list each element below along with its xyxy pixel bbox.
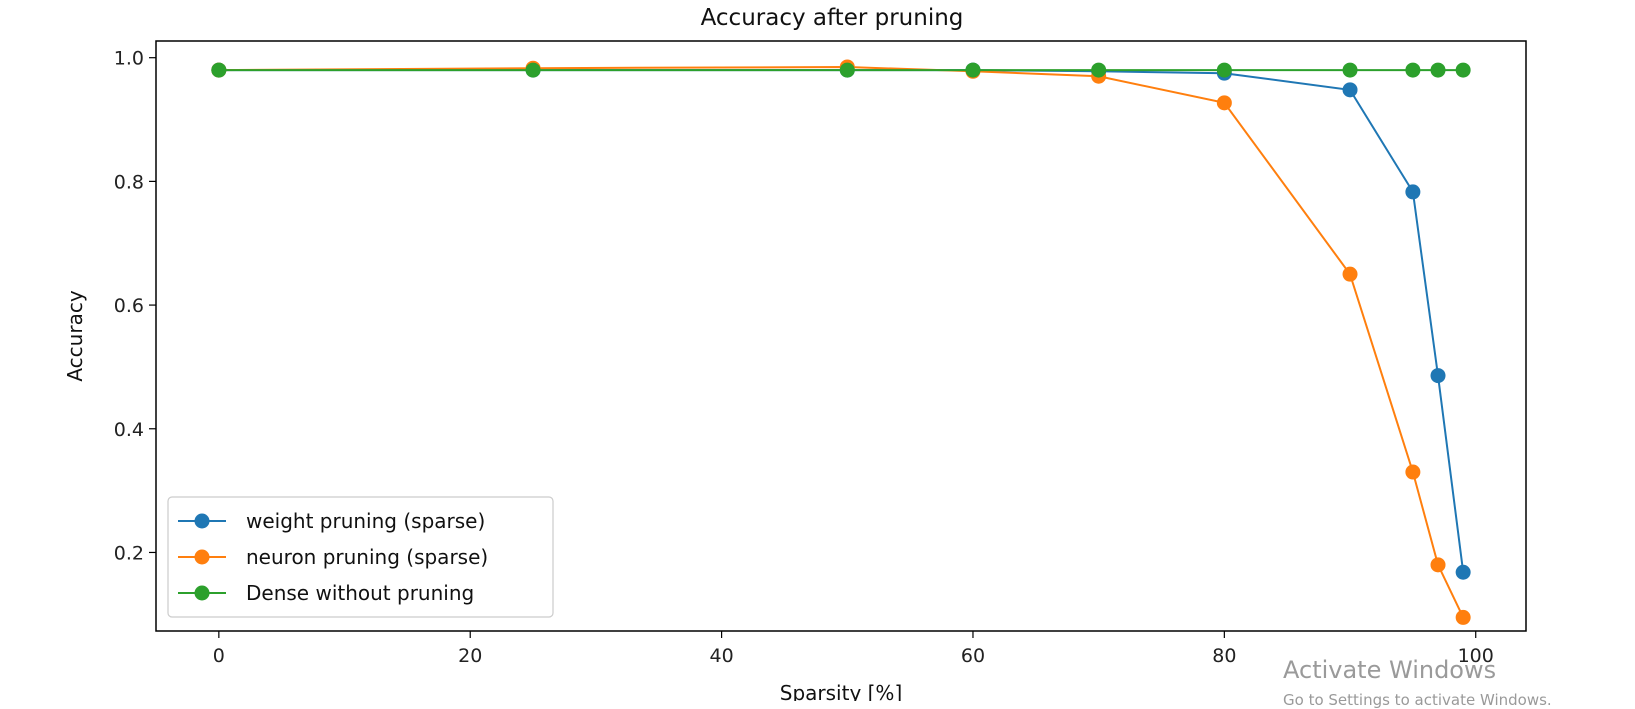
x-tick-label: 0 (213, 645, 225, 667)
x-tick-label: 80 (1212, 645, 1236, 667)
y-tick-label: 0.8 (114, 171, 144, 193)
data-point (1091, 62, 1107, 78)
x-tick-label: 20 (458, 645, 482, 667)
legend-marker (194, 549, 210, 565)
y-tick-label: 0.4 (114, 419, 144, 441)
y-tick-label: 1.0 (114, 48, 144, 70)
y-tick-label: 0.2 (114, 542, 144, 564)
data-point (1455, 564, 1471, 580)
legend-marker (194, 585, 210, 601)
x-axis-label: Sparsity [%] (780, 681, 903, 701)
watermark-title: Activate Windows (1283, 656, 1497, 684)
data-point (1405, 62, 1421, 78)
data-point (965, 62, 981, 78)
watermark-subtitle: Go to Settings to activate Windows. (1283, 691, 1552, 709)
series-2 (211, 62, 1471, 78)
x-tick-label: 40 (710, 645, 734, 667)
plot-area (211, 59, 1471, 625)
data-point (1430, 557, 1446, 573)
data-point (839, 62, 855, 78)
legend-label: weight pruning (sparse) (246, 509, 485, 533)
data-point (1430, 368, 1446, 384)
data-point (211, 62, 227, 78)
data-point (1455, 62, 1471, 78)
data-point (1342, 266, 1358, 282)
axes-frame (155, 40, 1527, 632)
legend-entry: neuron pruning (sparse) (178, 545, 488, 569)
legend-label: Dense without pruning (246, 581, 474, 605)
data-point (1216, 62, 1232, 78)
x-tick-label: 60 (961, 645, 985, 667)
legend-marker (194, 513, 210, 529)
y-axis-label: Accuracy (63, 290, 87, 381)
data-point (1342, 62, 1358, 78)
x-tick-label: 100 (1458, 645, 1494, 667)
data-point (1405, 184, 1421, 200)
y-tick-label: 0.6 (114, 295, 144, 317)
legend-box (167, 496, 554, 618)
data-point (525, 62, 541, 78)
data-point (1430, 62, 1446, 78)
data-point (1455, 609, 1471, 625)
y-axis-ticks: 0.2 0.4 0.6 0.8 1.0 (114, 48, 156, 564)
legend-entry: Dense without pruning (178, 581, 474, 605)
x-axis-ticks: 0 20 40 60 80 100 (213, 631, 1494, 667)
chart-title: Accuracy after pruning (701, 5, 964, 31)
legend: weight pruning (sparse) neuron pruning (s… (167, 496, 554, 618)
legend-label: neuron pruning (sparse) (246, 545, 488, 569)
data-point (1342, 82, 1358, 98)
data-point (1405, 464, 1421, 480)
series-line (218, 65, 1465, 618)
legend-entry: weight pruning (sparse) (178, 509, 485, 533)
data-point (1216, 95, 1232, 111)
